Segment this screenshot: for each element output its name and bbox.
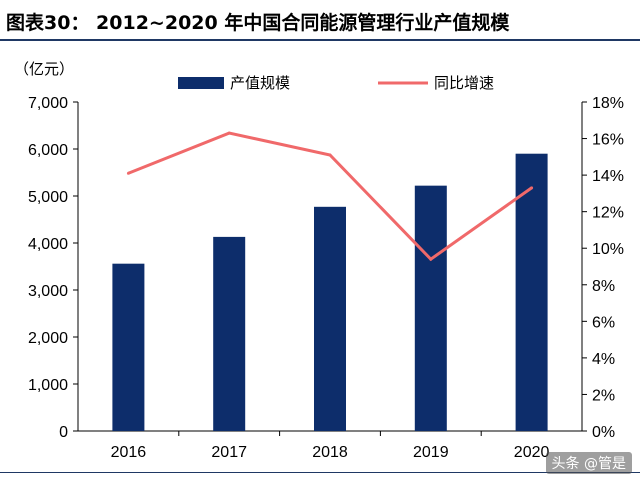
- bar-2017: [213, 236, 246, 431]
- watermark: 头条 @管是: [545, 452, 632, 474]
- legend-label-line: 同比增速: [434, 74, 494, 92]
- bottom-divider: [0, 472, 640, 473]
- y-right-tick-label: 12%: [592, 205, 624, 222]
- bar-2018: [314, 206, 346, 431]
- y-right-tick-label: 8%: [592, 278, 615, 295]
- y-right-tick-label: 16%: [592, 132, 624, 149]
- growth-point-2019: [429, 257, 433, 261]
- y-right-tick-label: 6%: [592, 314, 615, 331]
- x-tick-label: 2020: [514, 444, 550, 461]
- y-left-tick-label: 2,000: [28, 330, 68, 347]
- y-left-tick-label: 5,000: [28, 189, 68, 206]
- y-left-tick-label: 4,000: [28, 236, 68, 253]
- y-left-tick-label: 0: [59, 424, 68, 441]
- growth-point-2018: [328, 153, 332, 157]
- growth-point-2017: [227, 131, 231, 135]
- legend-label-bar: 产值规模: [230, 74, 290, 92]
- x-tick-label: 2018: [312, 444, 348, 461]
- y-left-tick-label: 6,000: [28, 142, 68, 159]
- y-left-tick-label: 3,000: [28, 283, 68, 300]
- title-underline: [0, 39, 640, 41]
- y-left-tick-label: 1,000: [28, 377, 68, 394]
- y-right-tick-label: 14%: [592, 168, 624, 185]
- x-tick-label: 2017: [211, 444, 247, 461]
- legend-swatch-bar: [178, 77, 224, 89]
- y-right-tick-label: 2%: [592, 387, 615, 404]
- bar-2019: [414, 185, 447, 431]
- y-right-tick-label: 0%: [592, 424, 615, 441]
- bar-2020: [515, 153, 548, 431]
- x-tick-label: 2016: [111, 444, 147, 461]
- title-bar: 图表30： 2012~2020 年中国合同能源管理行业产值规模: [0, 0, 640, 41]
- y-right-tick-label: 4%: [592, 351, 615, 368]
- growth-point-2020: [530, 186, 534, 190]
- x-tick-label: 2019: [413, 444, 449, 461]
- page-title: 图表30： 2012~2020 年中国合同能源管理行业产值规模: [6, 12, 510, 34]
- bar-2016: [112, 263, 145, 431]
- y-right-tick-label: 10%: [592, 241, 624, 258]
- y-left-tick-label: 7,000: [28, 95, 68, 112]
- growth-point-2016: [126, 171, 130, 175]
- y-right-tick-label: 18%: [592, 95, 624, 112]
- y-left-unit-label: （亿元）: [14, 60, 74, 78]
